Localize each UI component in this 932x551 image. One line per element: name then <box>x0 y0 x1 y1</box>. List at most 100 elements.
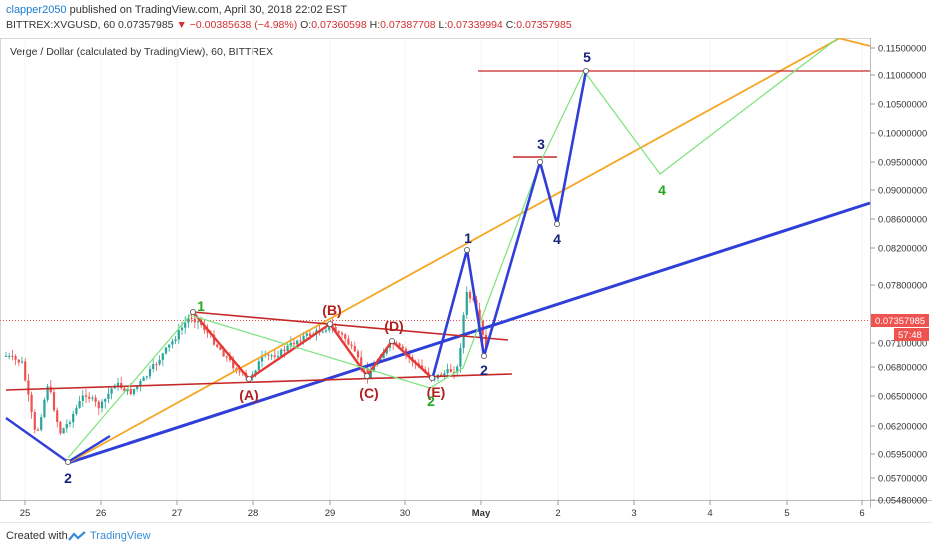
orange-trend-line <box>67 37 841 464</box>
blue-impulse-wave <box>430 70 588 381</box>
candle-body <box>372 364 376 372</box>
candle-body <box>340 332 344 335</box>
candle-body <box>382 353 385 359</box>
candle-body <box>302 335 305 341</box>
chart-area[interactable]: Verge / Dollar (calculated by TradingVie… <box>0 37 932 522</box>
wave-label: (B) <box>322 302 341 318</box>
candle-body <box>286 345 289 352</box>
candle-body <box>270 355 273 357</box>
candle-body <box>280 349 283 357</box>
candle-body <box>369 371 372 379</box>
last-price-tag-label: 0.07357985 <box>875 316 925 327</box>
time-axis[interactable]: 25 26 27 28 29 30 May 2 3 4 5 6 <box>20 500 865 519</box>
candle-body <box>100 401 104 409</box>
pivot-marker <box>537 159 544 166</box>
candle-body <box>171 341 174 345</box>
candle-body <box>180 327 184 331</box>
price-tick-label: 0.06500000 <box>878 392 927 402</box>
candle-body <box>20 361 24 363</box>
candle-body <box>219 346 222 350</box>
candle-body <box>356 351 360 358</box>
candle-body <box>472 298 475 300</box>
candle-body <box>443 373 446 376</box>
candle-body <box>398 343 401 347</box>
pivot-marker <box>326 320 333 327</box>
low-value: 0.07339994 <box>447 19 503 31</box>
pivot-marker <box>463 246 470 253</box>
open-value: 0.07360598 <box>311 19 367 31</box>
ohlc-line: BITTREX:XVGUSD, 60 0.07357985 ▼ −0.00385… <box>6 19 572 31</box>
open-label: O: <box>300 19 312 31</box>
candle-body <box>52 392 56 411</box>
candle-body <box>120 382 123 389</box>
candle-body <box>468 292 472 299</box>
time-tick-label: 5 <box>784 508 789 519</box>
time-tick-label: 6 <box>859 508 864 519</box>
candle-body <box>216 344 219 347</box>
created-with-text: Created with <box>6 530 68 542</box>
pivot-marker <box>480 352 487 359</box>
pivot-marker <box>554 220 561 227</box>
price-tick-label: 0.11000000 <box>878 71 926 81</box>
candle-body <box>462 314 465 348</box>
wave-label: 2 <box>480 362 488 378</box>
candle-body <box>212 334 216 345</box>
author-link[interactable]: clapper2050 <box>6 4 67 16</box>
candle-body <box>289 342 292 346</box>
candle-body <box>88 396 91 399</box>
candle-body <box>385 347 388 354</box>
pivot-marker <box>583 67 590 74</box>
publish-info: published on TradingView.com, April 30, … <box>69 4 348 16</box>
price-tick-label: 0.09000000 <box>878 186 927 196</box>
blue-trend-line <box>67 201 871 465</box>
candle-body <box>276 356 280 358</box>
candle-body <box>75 407 78 414</box>
candle-body <box>401 346 404 349</box>
candle-body <box>174 339 177 342</box>
candle-body <box>456 366 459 373</box>
wave-label: 4 <box>553 231 561 247</box>
candle-body <box>136 385 139 389</box>
candle-body <box>8 355 11 357</box>
grid <box>0 38 870 500</box>
wave-label: 2 <box>427 393 435 409</box>
candle-body <box>126 388 129 392</box>
candle-body <box>59 421 62 434</box>
candle-body <box>56 410 59 422</box>
down-arrow-icon: ▼ <box>176 19 187 31</box>
candle-body <box>27 380 30 395</box>
candle-body <box>129 388 132 395</box>
candle-body <box>142 377 145 381</box>
candle-body <box>94 397 97 402</box>
time-tick-label: 26 <box>96 508 107 519</box>
candle-body <box>283 349 286 352</box>
price-tick-label: 0.05950000 <box>878 450 927 460</box>
price-tick-label: 0.10500000 <box>878 100 927 110</box>
time-tick-label: 30 <box>400 508 411 519</box>
pivot-marker <box>65 458 72 465</box>
publish-line: clapper2050 published on TradingView.com… <box>6 4 347 16</box>
candle-body <box>452 371 456 373</box>
candle-body <box>347 338 350 345</box>
high-label: H: <box>369 19 381 31</box>
price-tick-label: 0.06200000 <box>878 422 927 432</box>
candle-body <box>196 321 200 323</box>
trend-lines <box>5 37 871 465</box>
candle-body <box>257 361 260 371</box>
price-tick-label: 0.07800000 <box>878 281 927 291</box>
candle-body <box>155 364 158 366</box>
candle-body <box>78 400 81 408</box>
price-axis[interactable]: 0.11500000 0.11000000 0.10500000 0.10000000… <box>870 44 927 506</box>
chart-title: Verge / Dollar (calculated by TradingVie… <box>10 46 273 58</box>
candle-body <box>360 357 363 366</box>
price-tick-label: 0.05700000 <box>878 474 927 484</box>
candle-body <box>33 412 36 430</box>
price-tick-label: 0.09500000 <box>878 158 927 168</box>
tradingview-brand-link[interactable]: TradingView <box>90 530 151 542</box>
price-tick-label: 0.10000000 <box>878 129 927 139</box>
candle-body <box>465 292 468 315</box>
candle-body <box>46 386 49 400</box>
price-chart[interactable]: Verge / Dollar (calculated by TradingVie… <box>0 37 932 522</box>
candle-body <box>228 357 232 361</box>
